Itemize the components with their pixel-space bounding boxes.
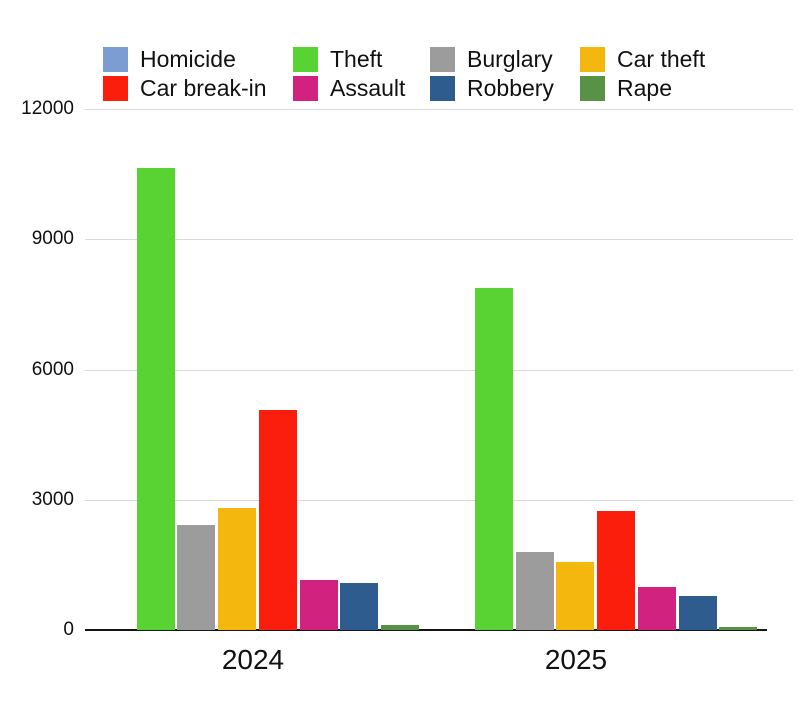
- gridline-3000: [85, 499, 793, 501]
- legend-swatch-icon: [430, 47, 455, 72]
- bar-2025-car-break-in: [597, 511, 635, 630]
- gridline-12000: [85, 109, 793, 110]
- legend-label: Car theft: [617, 45, 706, 72]
- legend-swatch-icon: [293, 47, 318, 72]
- bar-2025-rape: [719, 627, 757, 630]
- bar-2025-robbery: [679, 596, 717, 630]
- chart-legend: Homicide Theft Burglary Car theft Car break-…: [0, 0, 800, 112]
- bar-2025-burglary: [516, 552, 554, 630]
- x-category-label-2024: 2024: [221, 644, 285, 675]
- bar-2025-car-theft: [556, 562, 594, 630]
- y-tick-label-9000: 9000: [31, 228, 74, 250]
- gridline-9000: [85, 239, 793, 241]
- x-category-label-2025: 2025: [544, 644, 608, 675]
- legend-label: Homicide: [140, 45, 236, 72]
- legend-swatch-icon: [580, 76, 605, 101]
- legend-label: Assault: [330, 74, 406, 101]
- legend-swatch-icon: [430, 76, 455, 101]
- legend-label: Rape: [617, 74, 672, 101]
- bar-2024-robbery: [340, 583, 378, 630]
- legend-swatch-icon: [103, 76, 128, 101]
- x-axis-baseline: [85, 629, 767, 631]
- y-tick-label-12000: 12000: [21, 98, 74, 119]
- bar-2025-theft: [475, 288, 513, 630]
- y-tick-label-0: 0: [63, 619, 74, 640]
- legend-label: Robbery: [467, 74, 554, 101]
- bar-2024-rape: [381, 625, 419, 630]
- legend-label: Burglary: [467, 45, 553, 72]
- y-tick-label-3000: 3000: [31, 488, 74, 510]
- bar-2024-theft: [137, 168, 175, 630]
- gridline-6000: [85, 369, 793, 371]
- legend-label: Car break-in: [140, 74, 267, 101]
- legend-swatch-icon: [580, 47, 605, 72]
- bar-2024-assault: [300, 580, 338, 630]
- y-tick-label-6000: 6000: [31, 358, 74, 380]
- legend-swatch-icon: [103, 47, 128, 72]
- bar-2024-car-theft: [218, 508, 256, 630]
- legend-swatch-icon: [293, 76, 318, 101]
- bar-2024-burglary: [177, 525, 215, 630]
- legend-label: Theft: [330, 45, 383, 72]
- bar-2025-assault: [638, 587, 676, 630]
- bar-2024-car-break-in: [259, 410, 297, 630]
